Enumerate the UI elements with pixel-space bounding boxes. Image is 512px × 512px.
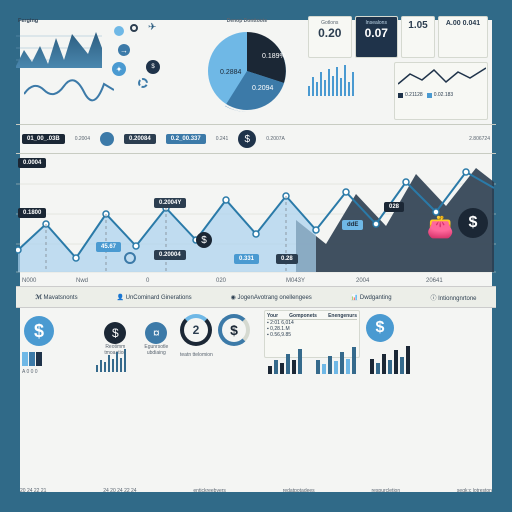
value-badge: 0.0004 bbox=[18, 158, 46, 168]
chip: 0.2_00.337 bbox=[166, 134, 206, 144]
dollar-badge-icon: $ bbox=[366, 314, 394, 342]
stat-val: 0.20 bbox=[312, 26, 348, 40]
value-badge: 0.331 bbox=[234, 254, 259, 264]
mini-stacked-bars bbox=[22, 352, 92, 366]
svg-text:N000: N000 bbox=[22, 278, 37, 284]
coin-stack-icon: $ bbox=[24, 316, 54, 346]
bar-group-c bbox=[370, 346, 410, 374]
area-chart-panel: Ferging bbox=[16, 16, 102, 76]
svg-text:Nwd: Nwd bbox=[76, 278, 88, 284]
legend-item: 👤 UnCominard Ginerations bbox=[117, 294, 192, 301]
svg-text:20641: 20641 bbox=[426, 278, 443, 284]
pie-slice-label: 0.189% bbox=[262, 53, 286, 60]
coin-icon: $ bbox=[104, 322, 126, 344]
value-badge: 45.67 bbox=[96, 242, 121, 252]
coins-block: $ A 0 0 0 bbox=[22, 314, 92, 375]
dollar-node-icon: $ bbox=[196, 232, 212, 248]
dollar-circle-icon: $ bbox=[146, 60, 160, 74]
value-badge: 0.2004Y bbox=[154, 198, 186, 208]
footer-labels: 20 24 22 2124 20 24 22 24entickreebvers … bbox=[20, 488, 492, 494]
dot-icon bbox=[114, 26, 124, 36]
globe-icon bbox=[100, 132, 114, 146]
gauge-icon: $ bbox=[218, 314, 250, 346]
gauge-icon: 2 bbox=[180, 314, 212, 346]
dashed-circle-icon bbox=[138, 78, 148, 88]
small-bars bbox=[96, 348, 126, 372]
stat-val: 1.05 bbox=[405, 20, 431, 31]
gauge-label: teatn ttelomion bbox=[180, 352, 213, 358]
value-badge: ddE bbox=[342, 220, 363, 230]
footer-nums: A 0 0 0 bbox=[22, 369, 92, 375]
category-legend: ℳ Mavatsnonts 👤 UnCominard Ginerations ◉… bbox=[16, 286, 496, 308]
money-bag-icon: 👛 bbox=[427, 214, 454, 240]
tr: ▪ 0.56,9.85 bbox=[267, 332, 357, 338]
arrow-circle-icon: → bbox=[118, 44, 130, 56]
chip-strip: 01_00_.03B 0.2004 0.20084 0.2_00.337 0.2… bbox=[16, 124, 496, 154]
stat-cards: Gotlons 0.20 Insealons 0.07 1.05 A.00 0.… bbox=[308, 16, 488, 58]
mini-bar-chart bbox=[308, 62, 388, 102]
value-badge: 028 bbox=[384, 202, 404, 212]
chip-val: 0.241 bbox=[216, 136, 229, 142]
value-badge: 0.20004 bbox=[154, 250, 186, 260]
th: Gomponets bbox=[289, 313, 317, 319]
svg-text:020: 020 bbox=[216, 278, 227, 284]
target-node-icon bbox=[124, 252, 136, 264]
bars bbox=[308, 62, 388, 96]
icon-cluster: → ✦ ✈ $ bbox=[108, 20, 188, 100]
stat-val: A.00 0.041 bbox=[442, 20, 484, 27]
th: Your bbox=[267, 313, 278, 319]
wave-line bbox=[24, 76, 114, 106]
chip: 0.20084 bbox=[124, 134, 156, 144]
dollar-icon: $ bbox=[238, 130, 256, 148]
pie-slice-label: 0.2884 bbox=[220, 69, 242, 76]
chip-val: 0.2007A bbox=[266, 136, 285, 142]
stat-val: 0.07 bbox=[359, 26, 395, 40]
chip-val: 2.806724 bbox=[469, 136, 490, 142]
legend-item: ℳ Mavatsnonts bbox=[35, 294, 77, 301]
map-circle-icon: ✦ bbox=[112, 62, 126, 76]
legend-item: ⓘ Intionngnrtone bbox=[430, 293, 476, 302]
pie-chart: Denop Donttoote 0.189% 0.2094 0.2884 bbox=[192, 16, 302, 116]
gauges: 2 $ bbox=[180, 314, 256, 346]
coin-icon: ¤ bbox=[145, 322, 167, 344]
legend-item: ◉ JogenAvotrang onellengees bbox=[231, 294, 312, 301]
value-badge: 0.28 bbox=[276, 254, 298, 264]
svg-text:2004: 2004 bbox=[356, 278, 370, 284]
svg-text:M043Y: M043Y bbox=[286, 278, 305, 284]
pie-slice-label: 0.2094 bbox=[252, 85, 274, 92]
right-panel: 0.21128 0.02.183 bbox=[394, 62, 488, 120]
legend-mini: 0.21128 0.02.183 bbox=[398, 92, 484, 98]
big-dollar-icon: $ bbox=[458, 208, 488, 238]
bar-group-b bbox=[316, 346, 356, 374]
bird-icon: ✈ bbox=[148, 22, 156, 33]
chip: 01_00_.03B bbox=[22, 134, 65, 144]
svg-text:0: 0 bbox=[146, 278, 150, 284]
main-line-chart: N000 Nwd 0 020 M043Y 2004 20641 0.0004 0.1800… bbox=[16, 154, 496, 289]
th: Enengenurs bbox=[328, 313, 357, 319]
coin-label: Egunrsotle ubdiaing bbox=[139, 344, 174, 356]
value-badge: 0.1800 bbox=[18, 208, 46, 218]
legend-item: 📊 Dwdganting bbox=[351, 294, 392, 301]
bar-group-a bbox=[268, 346, 302, 374]
chip-val: 0.2004 bbox=[75, 136, 90, 142]
target-icon bbox=[130, 24, 138, 32]
